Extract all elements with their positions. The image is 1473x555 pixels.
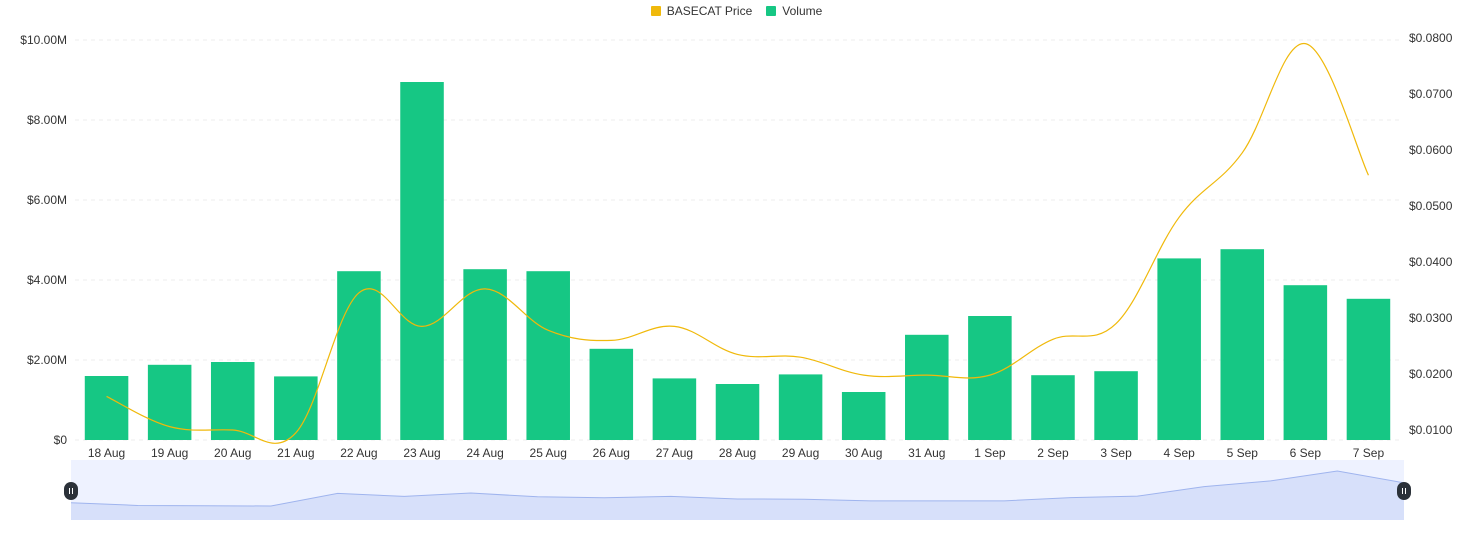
y-left-tick-label: $8.00M <box>27 113 67 127</box>
volume-bar <box>400 82 444 440</box>
volume-bar <box>778 374 823 440</box>
volume-bar <box>84 376 129 440</box>
legend-swatch-volume <box>766 6 777 16</box>
x-tick-label: 26 Aug <box>593 446 630 460</box>
volume-bar <box>589 348 634 440</box>
y-left-tick-label: $2.00M <box>27 353 67 367</box>
y-right-tick-label: $0.0100 <box>1409 423 1453 437</box>
navigator-handle-right[interactable] <box>1397 482 1411 500</box>
x-tick-label: 18 Aug <box>88 446 125 460</box>
volume-bar <box>841 392 886 440</box>
volume-bar <box>1220 249 1265 440</box>
x-tick-label: 31 Aug <box>908 446 945 460</box>
volume-bar <box>526 271 570 440</box>
chart-legend: BASECAT Price Volume <box>0 4 1473 18</box>
y-left-tick-label: $6.00M <box>27 193 67 207</box>
x-tick-label: 19 Aug <box>151 446 188 460</box>
x-tick-label: 28 Aug <box>719 446 756 460</box>
y-right-tick-label: $0.0800 <box>1409 31 1453 45</box>
volume-bar <box>1094 371 1138 440</box>
volume-bar <box>274 376 318 440</box>
y-left-tick-label: $0 <box>54 433 68 447</box>
volume-bar <box>337 271 381 440</box>
volume-bar <box>210 362 255 440</box>
y-right-tick-label: $0.0500 <box>1409 199 1453 213</box>
x-tick-label: 2 Sep <box>1037 446 1069 460</box>
legend-item-volume[interactable]: Volume <box>766 4 822 18</box>
price-line <box>106 42 1369 444</box>
x-tick-label: 29 Aug <box>782 446 819 460</box>
volume-bar <box>715 384 760 440</box>
volume-bar <box>1031 375 1075 440</box>
x-tick-label: 20 Aug <box>214 446 251 460</box>
volume-bar <box>463 269 507 440</box>
y-right-tick-label: $0.0200 <box>1409 367 1453 381</box>
y-left-tick-label: $10.00M <box>20 33 67 47</box>
x-tick-label: 5 Sep <box>1227 446 1259 460</box>
x-tick-label: 1 Sep <box>974 446 1006 460</box>
legend-label-volume: Volume <box>782 4 823 18</box>
volume-bar <box>1346 298 1391 440</box>
x-tick-label: 24 Aug <box>466 446 503 460</box>
x-tick-label: 27 Aug <box>656 446 693 460</box>
y-left-tick-label: $4.00M <box>27 273 67 287</box>
x-tick-label: 21 Aug <box>277 446 314 460</box>
y-right-tick-label: $0.0300 <box>1409 311 1453 325</box>
pause-grip-icon <box>1397 482 1411 500</box>
x-tick-label: 23 Aug <box>403 446 440 460</box>
volume-bar <box>652 378 697 440</box>
legend-label-price: BASECAT Price <box>666 4 753 18</box>
x-tick-label: 6 Sep <box>1290 446 1322 460</box>
navigator-line <box>70 470 1405 507</box>
x-tick-label: 7 Sep <box>1353 446 1385 460</box>
x-tick-label: 30 Aug <box>845 446 882 460</box>
x-tick-label: 3 Sep <box>1100 446 1132 460</box>
navigator-area <box>71 471 1404 520</box>
volume-bar <box>905 334 949 440</box>
legend-item-price[interactable]: BASECAT Price <box>650 4 753 18</box>
x-tick-label: 25 Aug <box>530 446 567 460</box>
legend-swatch-price <box>650 6 661 16</box>
x-tick-label: 22 Aug <box>340 446 377 460</box>
navigator-handle-left[interactable] <box>64 482 78 500</box>
y-right-tick-label: $0.0600 <box>1409 143 1453 157</box>
x-tick-label: 4 Sep <box>1163 446 1195 460</box>
volume-bar <box>1283 285 1328 440</box>
pause-grip-icon <box>64 482 78 500</box>
y-right-tick-label: $0.0400 <box>1409 255 1453 269</box>
y-right-tick-label: $0.0700 <box>1409 87 1453 101</box>
volume-bar <box>1157 258 1201 440</box>
volume-bar <box>147 364 192 440</box>
